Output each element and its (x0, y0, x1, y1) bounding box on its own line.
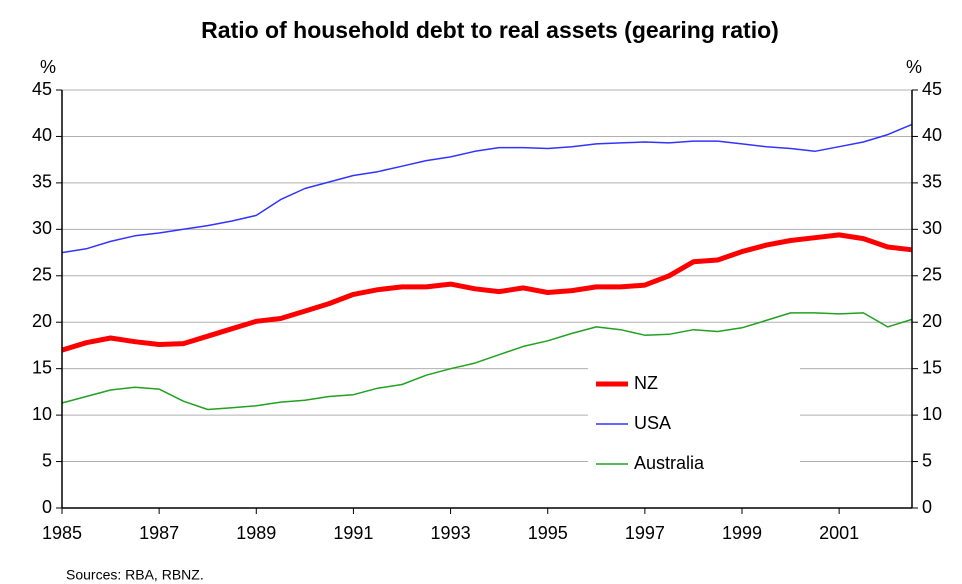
x-tick-label: 1989 (236, 523, 276, 543)
y-tick-label: 15 (32, 357, 52, 377)
x-tick-label: 2001 (819, 523, 859, 543)
x-tick-label: 1991 (333, 523, 373, 543)
y2-tick-label: 35 (922, 172, 942, 192)
y2-tick-label: 15 (922, 357, 942, 377)
source-note: Sources: RBA, RBNZ. (66, 567, 204, 583)
y-tick-label: 40 (32, 125, 52, 145)
y-tick-label: 30 (32, 218, 52, 238)
series-line (61, 312, 913, 411)
x-tick-label: 1987 (139, 523, 179, 543)
y-tick-label: 25 (32, 265, 52, 285)
chart-title: Ratio of household debt to real assets (… (201, 17, 779, 43)
y2-axis-label: % (906, 57, 922, 77)
legend-label: USA (634, 413, 671, 433)
y-tick-label: 5 (42, 450, 52, 470)
y2-tick-label: 45 (922, 79, 942, 99)
y2-tick-label: 20 (922, 311, 942, 331)
y-tick-label: 45 (32, 79, 52, 99)
y2-tick-label: 40 (922, 125, 942, 145)
x-tick-label: 1999 (722, 523, 762, 543)
y2-tick-label: 30 (922, 218, 942, 238)
y2-tick-label: 0 (922, 497, 932, 517)
y-tick-label: 35 (32, 172, 52, 192)
x-tick-label: 1997 (625, 523, 665, 543)
legend-label: NZ (634, 373, 658, 393)
x-tick-label: 1993 (431, 523, 471, 543)
y-tick-label: 10 (32, 404, 52, 424)
x-tick-label: 1985 (42, 523, 82, 543)
series-line (61, 123, 913, 254)
x-tick-label: 1995 (528, 523, 568, 543)
y2-tick-label: 5 (922, 450, 932, 470)
y-tick-label: 0 (42, 497, 52, 517)
y-axis-label: % (40, 57, 56, 77)
legend-label: Australia (634, 453, 705, 473)
series-line (61, 232, 913, 353)
y2-tick-label: 25 (922, 265, 942, 285)
y-tick-label: 20 (32, 311, 52, 331)
y2-tick-label: 10 (922, 404, 942, 424)
